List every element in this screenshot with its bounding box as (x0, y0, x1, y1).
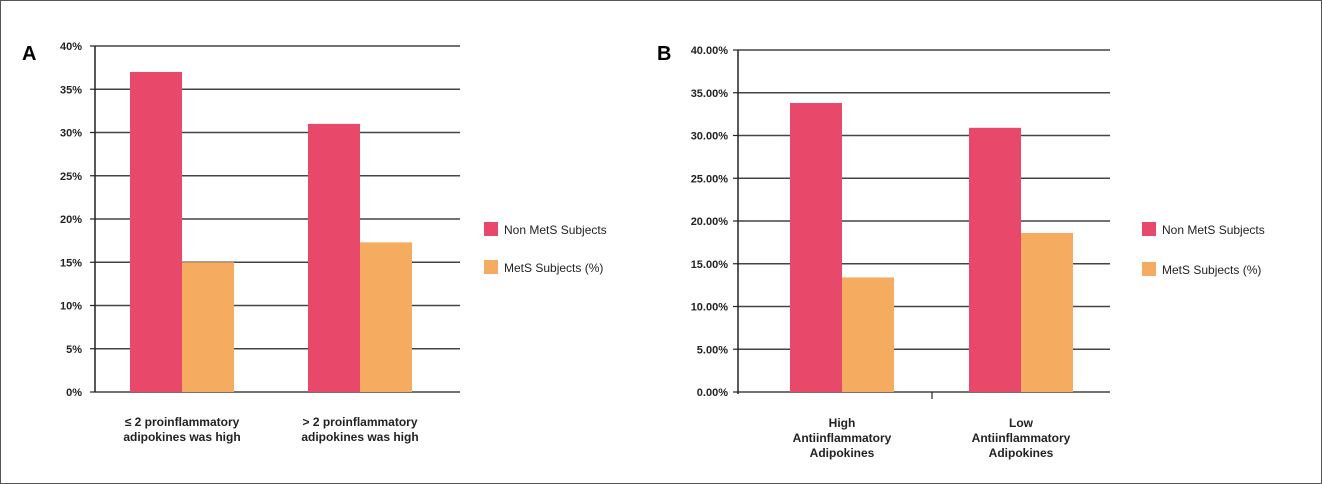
y-tick-label: 10% (60, 301, 82, 313)
y-tick-label: 15% (60, 257, 82, 269)
bar-non-mets (790, 103, 842, 392)
x-category-label: Low Antiinflammatory Adipokines (972, 416, 1071, 460)
y-tick-label: 30% (60, 128, 82, 140)
legend-label: Non MetS Subjects (1162, 223, 1265, 237)
y-tick-label: 35% (60, 84, 82, 96)
y-tick-label: 25% (60, 171, 82, 183)
legend-swatch (484, 222, 498, 236)
y-tick-label: 35.00% (691, 88, 729, 100)
y-tick-label: 40% (60, 41, 82, 53)
legend-label: MetS Subjects (%) (1162, 263, 1261, 277)
bar-non-mets (130, 71, 182, 392)
chart-b: 0.00% 5.00% 10.00% 15.00% 20.00% 25.00% 30.00%… (691, 45, 1265, 460)
legend-label: MetS Subjects (%) (504, 261, 603, 275)
panel-label-a: A (22, 43, 36, 65)
legend-swatch (484, 260, 498, 274)
bar-non-mets (308, 123, 360, 392)
y-tick-label: 25.00% (691, 173, 729, 185)
y-tick-label: 20% (60, 214, 82, 226)
bar-mets (842, 277, 894, 392)
legend-swatch (1142, 222, 1156, 236)
chart-a: 0% 5% 10% 15% 20% 25% 30% 35% 40% ≤ 2 proinflamma… (60, 41, 607, 444)
y-tick-label: 0% (66, 387, 82, 399)
y-tick-label: 0.00% (697, 387, 728, 399)
x-category-label: ≤ 2 proinflammatory adipokines was high (123, 415, 240, 444)
y-tick-label: 40.00% (691, 45, 729, 57)
bar-non-mets (969, 127, 1021, 393)
bar-mets (182, 262, 234, 392)
bar-mets (1021, 232, 1073, 392)
x-category-label: > 2 proinflammatory adipokines was high (301, 415, 418, 444)
y-tick-label: 5.00% (697, 344, 728, 356)
y-tick-label: 20.00% (691, 216, 729, 228)
legend-label: Non MetS Subjects (504, 223, 607, 237)
y-tick-label: 30.00% (691, 131, 729, 143)
bar-mets (360, 242, 412, 392)
y-tick-label: 10.00% (691, 302, 729, 314)
y-tick-label: 5% (66, 344, 82, 356)
legend-swatch (1142, 262, 1156, 276)
panel-label-b: B (657, 43, 671, 65)
x-category-label: High Antiinflammatory Adipokines (793, 416, 892, 460)
y-tick-label: 15.00% (691, 259, 729, 271)
